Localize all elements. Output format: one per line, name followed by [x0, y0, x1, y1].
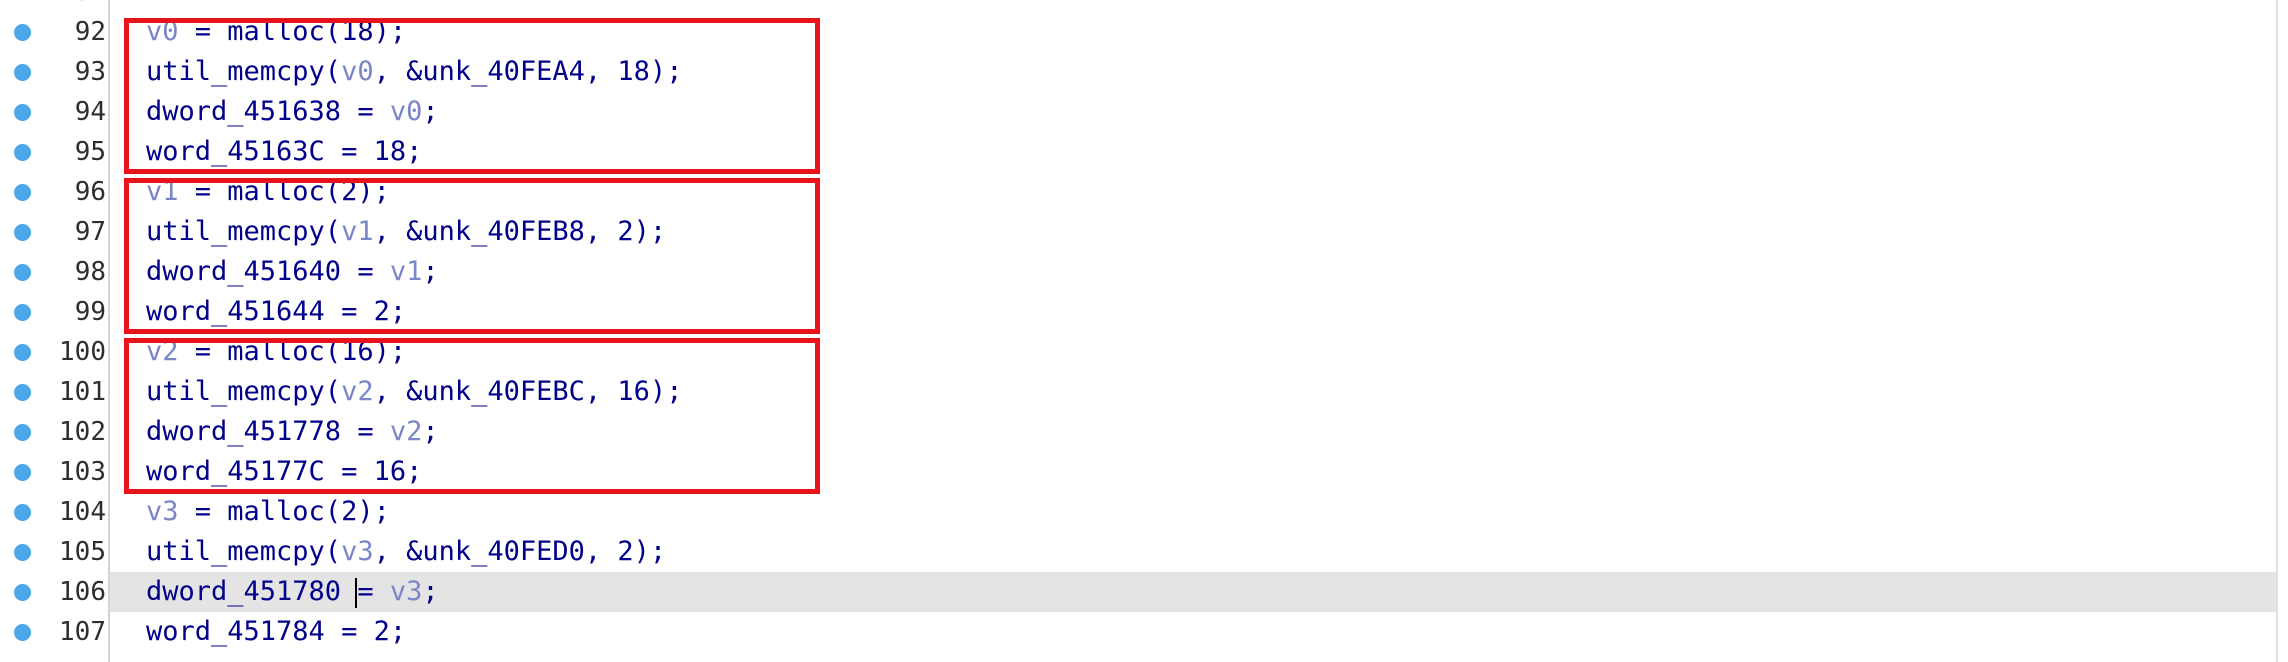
current-line-highlight: [110, 572, 2276, 612]
breakpoint-dot-icon[interactable]: [14, 184, 31, 201]
code-text[interactable]: util_memcpy(v0, &unk_40FEA4, 18);: [146, 52, 682, 92]
highlight-box-v0-block: [124, 18, 820, 174]
line-number: 101: [59, 377, 106, 407]
code-line[interactable]: 94 dword_451638 = v0;: [0, 92, 2276, 132]
variable-token[interactable]: v2: [341, 376, 374, 407]
code-text[interactable]: dword_451780 = v3;: [146, 572, 439, 612]
line-number: 97: [74, 217, 106, 247]
breakpoint-dot-icon[interactable]: [14, 464, 31, 481]
line-number: 102: [59, 417, 106, 447]
code-token: ;: [422, 576, 439, 607]
code-line[interactable]: 101 util_memcpy(v2, &unk_40FEBC, 16);: [0, 372, 2276, 412]
breakpoint-dot-icon[interactable]: [14, 24, 31, 41]
code-text[interactable]: dword_451640 = v1;: [146, 252, 439, 292]
line-number: 107: [59, 617, 106, 647]
code-token: word_45177C = 16;: [146, 456, 423, 487]
code-line[interactable]: 97 util_memcpy(v1, &unk_40FEB8, 2);: [0, 212, 2276, 252]
code-line[interactable]: 99 word_451644 = 2;: [0, 292, 2276, 332]
line-number: 100: [59, 337, 106, 367]
line-number: 94: [74, 97, 106, 127]
variable-token[interactable]: v0: [389, 96, 423, 127]
code-token: dword_451640 =: [146, 256, 390, 287]
code-text[interactable]: util_memcpy(v2, &unk_40FEBC, 16);: [146, 372, 682, 412]
breakpoint-dot-icon[interactable]: [14, 224, 31, 241]
code-line-current[interactable]: 106 dword_451780 = v3;: [0, 572, 2276, 612]
line-number: 104: [59, 497, 106, 527]
code-token: , &unk_40FED0, 2);: [373, 536, 667, 567]
line-number: 95: [74, 137, 106, 167]
variable-token[interactable]: v3: [341, 536, 374, 567]
code-text[interactable]: word_451644 = 2;: [146, 292, 406, 332]
right-edge-divider: [2276, 0, 2278, 662]
code-text[interactable]: word_45177C = 16;: [146, 452, 422, 492]
variable-token[interactable]: v2: [389, 416, 423, 447]
breakpoint-dot-icon[interactable]: [14, 264, 31, 281]
code-token: util_memcpy(: [146, 56, 342, 87]
breakpoint-dot-icon[interactable]: [14, 504, 31, 521]
breakpoint-dot-icon[interactable]: [14, 304, 31, 321]
breakpoint-dot-icon[interactable]: [14, 544, 31, 561]
breakpoint-dot-icon[interactable]: [14, 424, 31, 441]
code-token: , &unk_40FEB8, 2);: [373, 216, 667, 247]
code-line[interactable]: 103 word_45177C = 16;: [0, 452, 2276, 492]
breakpoint-dot-icon[interactable]: [14, 144, 31, 161]
breakpoint-dot-icon[interactable]: [14, 624, 31, 641]
code-token: dword_451638 =: [146, 96, 390, 127]
line-number: 106: [59, 577, 106, 607]
variable-token[interactable]: v1: [389, 256, 423, 287]
code-text[interactable]: word_45163C = 18;: [146, 132, 422, 172]
line-number: 98: [74, 257, 106, 287]
breakpoint-dot-icon[interactable]: [14, 384, 31, 401]
code-token: util_memcpy(: [146, 536, 342, 567]
breakpoint-dot-icon[interactable]: [14, 344, 31, 361]
code-line[interactable]: 105 util_memcpy(v3, &unk_40FED0, 2);: [0, 532, 2276, 572]
code-text[interactable]: util_memcpy(v3, &unk_40FED0, 2);: [146, 532, 666, 572]
code-token: ;: [422, 256, 439, 287]
line-number: 105: [59, 537, 106, 567]
line-number: 103: [59, 457, 106, 487]
code-text[interactable]: dword_451638 = v0;: [146, 92, 439, 132]
variable-token[interactable]: v0: [341, 56, 374, 87]
breakpoint-dot-icon[interactable]: [14, 64, 31, 81]
code-line[interactable]: 93 util_memcpy(v0, &unk_40FEA4, 18);: [0, 52, 2276, 92]
highlight-box-v2-block: [124, 338, 820, 494]
highlight-box-v1-block: [124, 178, 820, 334]
code-line[interactable]: 107 word_451784 = 2;: [0, 612, 2276, 652]
code-token: util_memcpy(: [146, 216, 342, 247]
code-line-partial: 91: [0, 0, 2276, 12]
code-token: word_451644 = 2;: [146, 296, 407, 327]
code-token: , &unk_40FEA4, 18);: [373, 56, 683, 87]
gutter-divider: [108, 0, 110, 662]
breakpoint-dot-icon[interactable]: [14, 584, 31, 601]
code-token: dword_451780: [146, 576, 358, 607]
code-token: dword_451778 =: [146, 416, 390, 447]
code-text[interactable]: word_451784 = 2;: [146, 612, 406, 652]
text-cursor: [355, 577, 358, 608]
code-token: = malloc(2);: [178, 496, 390, 527]
line-number: 99: [74, 297, 106, 327]
code-token: word_451784 = 2;: [146, 616, 407, 647]
code-token: , &unk_40FEBC, 16);: [373, 376, 683, 407]
code-token: word_45163C = 18;: [146, 136, 423, 167]
code-token: =: [357, 576, 390, 607]
code-token: util_memcpy(: [146, 376, 342, 407]
code-token: ;: [422, 416, 439, 447]
variable-token[interactable]: v3: [146, 496, 179, 527]
code-text[interactable]: dword_451778 = v2;: [146, 412, 439, 452]
code-line[interactable]: 95 word_45163C = 18;: [0, 132, 2276, 172]
code-text[interactable]: v3 = malloc(2);: [146, 492, 390, 532]
code-text[interactable]: util_memcpy(v1, &unk_40FEB8, 2);: [146, 212, 666, 252]
code-line[interactable]: 98 dword_451640 = v1;: [0, 252, 2276, 292]
line-number: 93: [74, 57, 106, 87]
line-number: 96: [74, 177, 106, 207]
breakpoint-dot-icon[interactable]: [14, 104, 31, 121]
code-token: ;: [422, 96, 439, 127]
line-number: 91: [38, 0, 106, 12]
code-line[interactable]: 104 v3 = malloc(2);: [0, 492, 2276, 532]
variable-token[interactable]: v3: [389, 576, 423, 607]
code-line[interactable]: 102 dword_451778 = v2;: [0, 412, 2276, 452]
variable-token[interactable]: v1: [341, 216, 374, 247]
line-number: 92: [74, 17, 106, 47]
